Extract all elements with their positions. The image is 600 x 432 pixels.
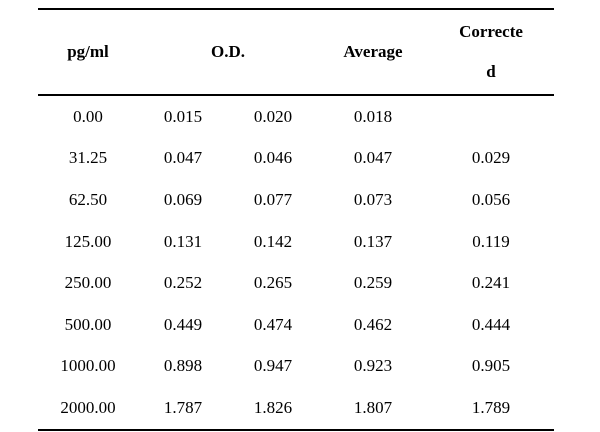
cell-average: 0.137 [353,231,393,251]
cell-od-reading-2: 0.020 [253,106,293,126]
cell-corrected: 0.119 [472,231,510,251]
cell-od-reading-2: 0.474 [253,314,293,334]
cell-od-reading-2: 0.142 [253,231,293,251]
cell-od-reading-1: 0.015 [163,106,203,126]
header-corrected-line2: d [486,62,496,81]
header-od: O.D. [211,42,245,61]
cell-concentration: 31.25 [68,148,108,168]
cell-corrected: 0.241 [471,273,511,293]
cell-od-reading-2: 0.947 [253,356,293,376]
cell-od-reading-2: 1.826 [253,397,293,417]
cell-od-reading-1: 0.069 [163,189,203,209]
table-row: 2000.00 1.787 1.826 1.807 1.789 [38,387,554,430]
cell-od-reading-2: 0.077 [253,189,293,209]
header-corrected-line1: Correcte [459,22,523,41]
table-row: 250.00 0.252 0.265 0.259 0.241 [38,262,554,304]
cell-od-reading-1: 0.131 [163,231,203,251]
cell-average: 0.073 [353,189,393,209]
cell-average: 0.259 [353,273,393,293]
cell-concentration: 62.50 [68,189,108,209]
cell-od-reading-1: 0.449 [163,314,203,334]
cell-corrected: 1.789 [471,397,511,417]
cell-average: 0.923 [353,356,393,376]
cell-concentration: 125.00 [64,231,112,251]
table-row: 0.00 0.015 0.020 0.018 [38,95,554,138]
cell-concentration: 500.00 [64,314,112,334]
cell-average: 0.018 [353,106,393,126]
cell-corrected: 0.905 [471,356,511,376]
header-average: Average [343,42,403,61]
cell-corrected: 0.444 [471,314,511,334]
cell-od-reading-2: 0.265 [253,273,293,293]
cell-concentration: 250.00 [64,273,112,293]
header-corrected: Correcte d [428,9,554,95]
table-row: 62.50 0.069 0.077 0.073 0.056 [38,179,554,221]
table-header-row: pg/ml O.D. Average Correcte d [38,9,554,95]
cell-average: 0.462 [353,314,393,334]
cell-od-reading-2: 0.046 [253,148,293,168]
cell-concentration: 1000.00 [60,356,116,376]
table-row: 31.25 0.047 0.046 0.047 0.029 [38,138,554,180]
header-concentration: pg/ml [67,42,109,61]
cell-concentration: 0.00 [73,106,103,126]
cell-average: 0.047 [353,148,393,168]
cell-corrected: 0.029 [471,148,511,168]
cell-concentration: 2000.00 [60,397,116,417]
cell-od-reading-1: 1.787 [163,397,203,417]
cell-average: 1.807 [353,397,393,417]
table-body: 0.00 0.015 0.020 0.018 31.25 0.047 0.046 0.047 0… [38,95,554,430]
table-row: 500.00 0.449 0.474 0.462 0.444 [38,304,554,346]
table-row: 125.00 0.131 0.142 0.137 0.119 [38,221,554,263]
cell-od-reading-1: 0.252 [163,273,203,293]
table-row: 1000.00 0.898 0.947 0.923 0.905 [38,346,554,388]
cell-corrected [428,95,554,138]
cell-od-reading-1: 0.898 [163,356,203,376]
cell-corrected: 0.056 [471,189,511,209]
cell-od-reading-1: 0.047 [163,148,203,168]
standard-curve-table: pg/ml O.D. Average Correcte d 0.00 0.015 0… [38,8,554,431]
